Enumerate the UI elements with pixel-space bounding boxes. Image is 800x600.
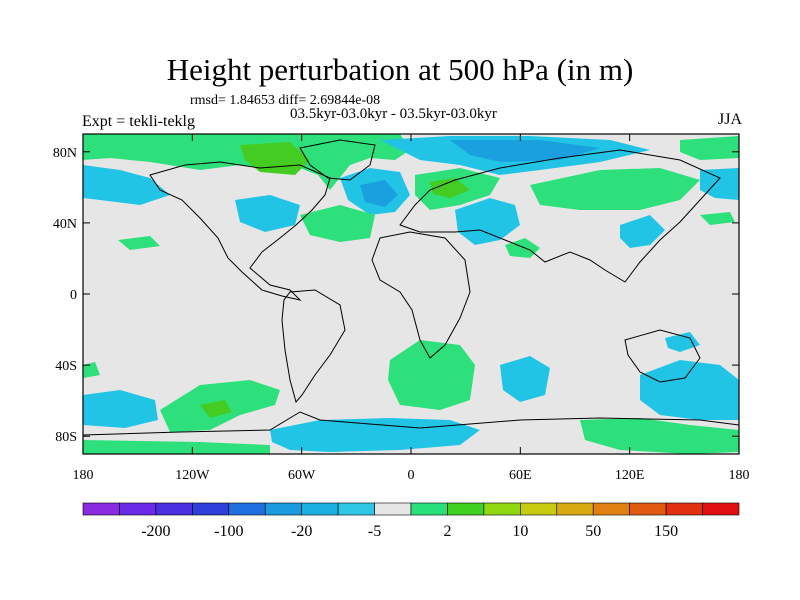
contour-negative-core <box>360 180 398 207</box>
colorbar-label: -5 <box>368 523 381 540</box>
contour-fill-layer <box>83 134 739 454</box>
contour-negative-core <box>450 140 600 162</box>
colorbar-swatch <box>155 502 193 516</box>
colorbar-label: 2 <box>443 523 451 540</box>
contour-negative <box>620 215 665 248</box>
lon-tick-label: 60E <box>509 468 532 483</box>
coastline-australia <box>624 329 701 383</box>
colorbar-label: 150 <box>654 523 678 540</box>
colorbar-swatch <box>556 502 594 516</box>
coastline-greenland <box>299 139 376 181</box>
contour-positive-core <box>240 142 310 175</box>
contour-negative <box>700 168 739 200</box>
colorbar-swatch <box>702 502 740 516</box>
colorbar-label: 50 <box>585 523 601 540</box>
contour-positive <box>530 168 700 210</box>
colorbar: -200 -100 -20 -5 2 10 50 150 <box>82 502 740 540</box>
colorbar-swatch <box>337 502 375 516</box>
contour-positive <box>83 134 410 190</box>
colorbar-swatch <box>264 502 302 516</box>
contour-positive <box>680 136 739 160</box>
contour-negative <box>455 198 520 245</box>
contour-negative <box>665 332 700 352</box>
season-label: JJA <box>717 111 742 128</box>
contour-positive <box>300 205 375 242</box>
coastlines <box>83 139 739 436</box>
lat-tick-label: 80S <box>55 430 77 445</box>
lon-tick-label: 120W <box>175 468 210 483</box>
contour-negative <box>500 356 550 402</box>
colorbar-swatch <box>192 502 230 516</box>
contour-negative <box>83 390 158 428</box>
colorbar-swatch <box>374 502 412 516</box>
contour-negative <box>83 165 170 205</box>
contour-positive-core <box>200 400 232 418</box>
colorbar-swatch <box>301 502 339 516</box>
plot-subtitle: 03.5kyr-03.0kyr - 03.5kyr-03.0kyr <box>290 106 497 122</box>
colorbar-swatch <box>447 502 485 516</box>
colorbar-label: -100 <box>214 523 243 540</box>
stats-text: rmsd= 1.84653 diff= 2.69844e-08 <box>190 93 381 108</box>
colorbar-swatch <box>629 502 667 516</box>
colorbar-swatch <box>119 502 157 516</box>
lon-tick-label: 60W <box>288 468 316 483</box>
contour-positive <box>83 362 100 378</box>
colorbar-swatch <box>520 502 558 516</box>
lon-tick-label: 0 <box>408 468 415 483</box>
colorbar-swatch <box>665 502 703 516</box>
coastline-antarctica <box>83 411 739 436</box>
colorbar-swatch <box>410 502 448 516</box>
longitude-ticks: 180 120W 60W 0 60E 120E 180 <box>73 134 750 483</box>
coastline-south-america <box>281 289 346 404</box>
contour-positive <box>700 212 735 225</box>
colorbar-label: 10 <box>512 523 528 540</box>
contour-negative <box>235 195 300 232</box>
lat-tick-label: 40N <box>53 217 77 232</box>
colorbar-swatch <box>228 502 266 516</box>
colorbar-label: -200 <box>141 523 170 540</box>
coastline-eurasia <box>399 149 721 283</box>
colorbar-label: -20 <box>291 523 312 540</box>
page-title: Height perturbation at 500 hPa (in m) <box>166 52 634 87</box>
contour-positive <box>118 236 160 250</box>
lon-tick-label: 180 <box>73 468 94 483</box>
colorbar-swatch <box>592 502 630 516</box>
colorbar-swatch <box>82 502 120 516</box>
contour-negative <box>640 360 739 420</box>
lon-tick-label: 120E <box>615 468 645 483</box>
contour-positive <box>388 340 475 410</box>
lon-tick-label: 180 <box>729 468 750 483</box>
contour-negative <box>270 418 480 452</box>
coastline-north-america <box>149 161 331 301</box>
lat-tick-label: 40S <box>55 359 77 374</box>
coastline-africa <box>371 231 471 359</box>
experiment-label: Expt = tekli-teklg <box>82 113 195 130</box>
contour-positive-core <box>430 178 470 198</box>
lat-tick-label: 0 <box>70 288 77 303</box>
latitude-ticks: 80N 40N 0 40S 80S <box>53 146 739 445</box>
contour-positive <box>83 440 270 454</box>
lat-tick-label: 80N <box>53 146 77 161</box>
contour-positive <box>580 418 739 454</box>
colorbar-swatch <box>483 502 521 516</box>
